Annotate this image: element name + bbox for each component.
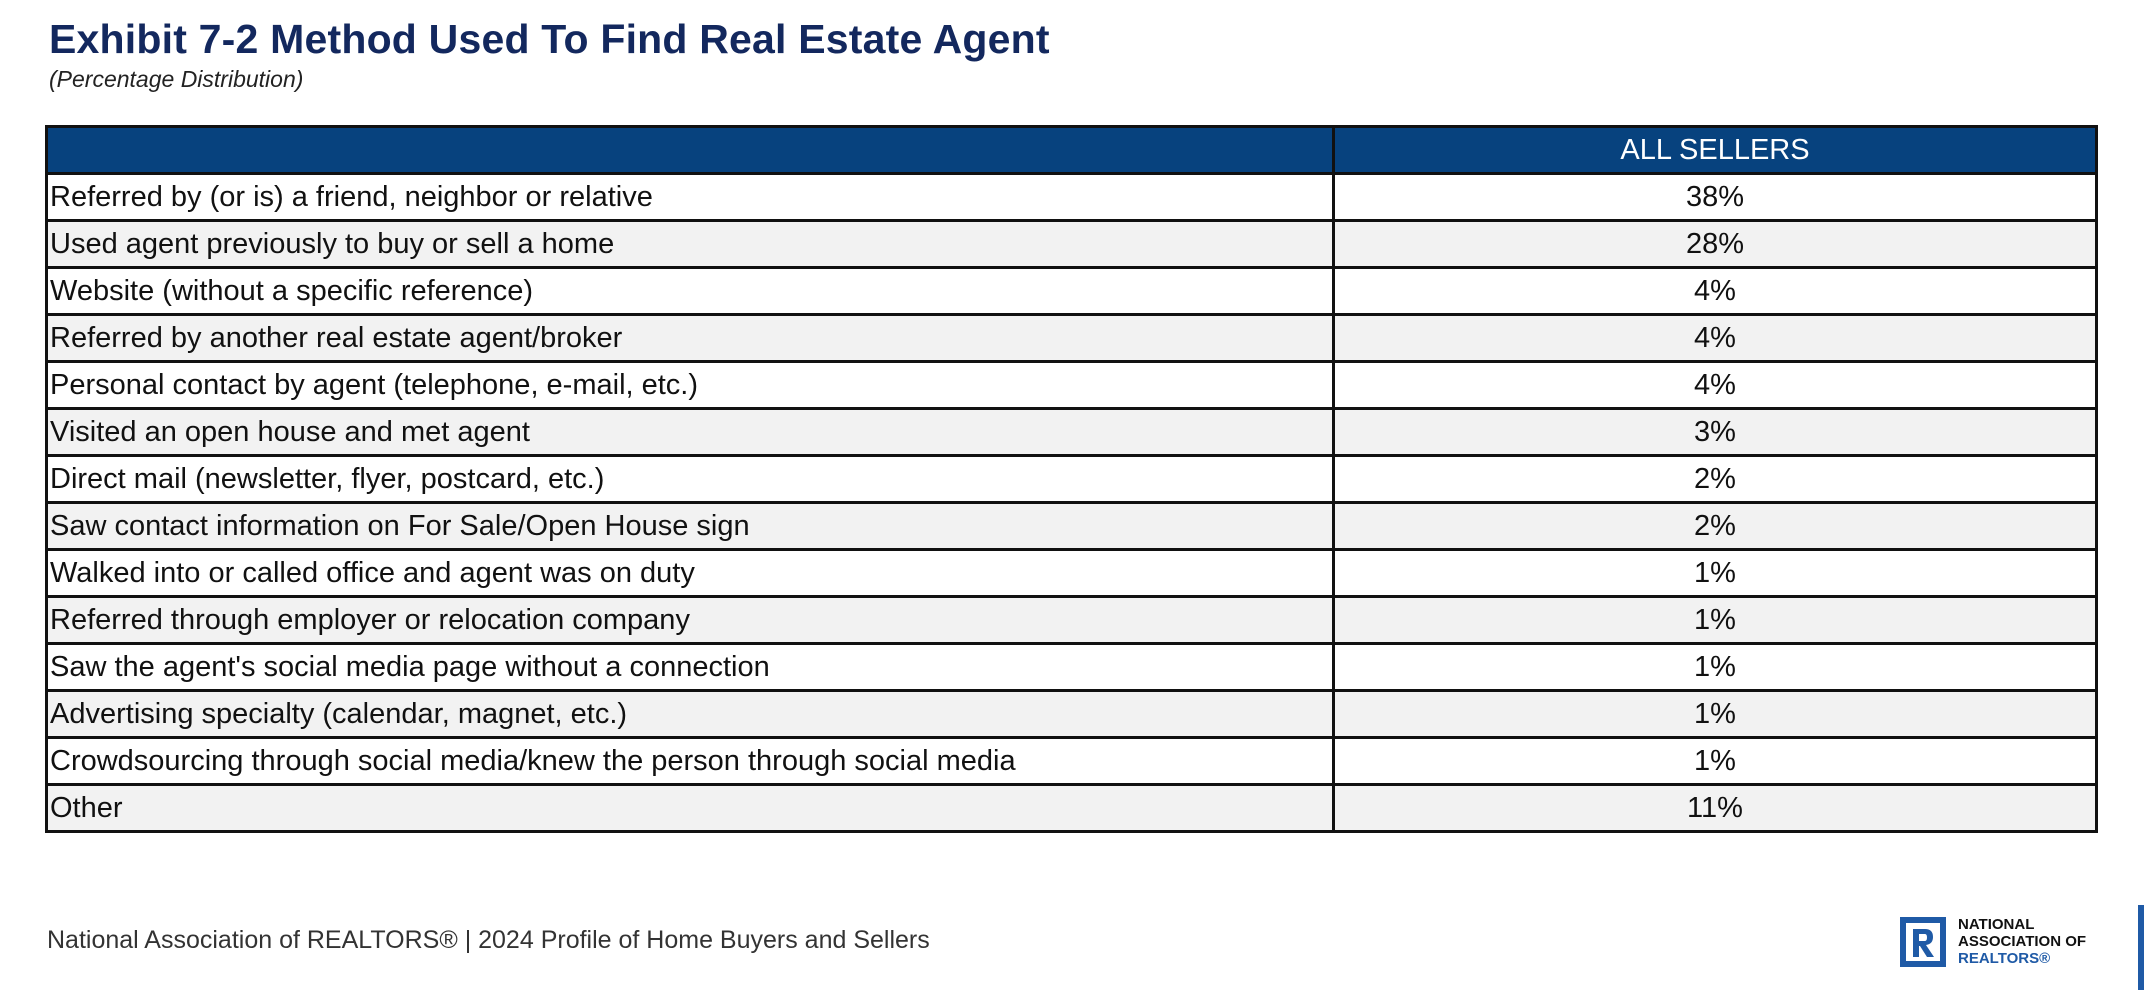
- logo-text-line3: REALTORS®: [1958, 950, 2051, 967]
- row-value: 38%: [1332, 172, 2098, 222]
- row-label: Saw contact information on For Sale/Open…: [45, 501, 1335, 551]
- table-row: Referred through employer or relocation …: [45, 595, 2098, 645]
- logo-text-line1: NATIONAL: [1958, 916, 2035, 933]
- table-row: Saw contact information on For Sale/Open…: [45, 501, 2098, 551]
- row-value: 2%: [1332, 501, 2098, 551]
- row-value: 1%: [1332, 689, 2098, 739]
- table-row: Walked into or called office and agent w…: [45, 548, 2098, 598]
- row-label: Referred through employer or relocation …: [45, 595, 1335, 645]
- row-value: 2%: [1332, 454, 2098, 504]
- table-row: Direct mail (newsletter, flyer, postcard…: [45, 454, 2098, 504]
- row-value: 1%: [1332, 736, 2098, 786]
- header-cell-method: [45, 125, 1335, 175]
- row-value: 1%: [1332, 595, 2098, 645]
- row-label: Visited an open house and met agent: [45, 407, 1335, 457]
- row-label: Other: [45, 783, 1335, 833]
- row-label: Used agent previously to buy or sell a h…: [45, 219, 1335, 269]
- table-row: Crowdsourcing through social media/knew …: [45, 736, 2098, 786]
- page-title: Exhibit 7-2 Method Used To Find Real Est…: [49, 16, 1050, 62]
- row-value: 1%: [1332, 548, 2098, 598]
- row-label: Direct mail (newsletter, flyer, postcard…: [45, 454, 1335, 504]
- table-header-row: ALL SELLERS: [45, 125, 2098, 175]
- table-row: Advertising specialty (calendar, magnet,…: [45, 689, 2098, 739]
- row-label: Referred by (or is) a friend, neighbor o…: [45, 172, 1335, 222]
- table-row: Other 11%: [45, 783, 2098, 833]
- row-value: 1%: [1332, 642, 2098, 692]
- table-row: Used agent previously to buy or sell a h…: [45, 219, 2098, 269]
- row-label: Website (without a specific reference): [45, 266, 1335, 316]
- row-value: 3%: [1332, 407, 2098, 457]
- footer-source: National Association of REALTORS® | 2024…: [47, 926, 930, 954]
- row-value: 4%: [1332, 313, 2098, 363]
- edge-accent-bar: [2138, 905, 2144, 990]
- row-value: 4%: [1332, 266, 2098, 316]
- table-row: Referred by another real estate agent/br…: [45, 313, 2098, 363]
- row-label: Crowdsourcing through social media/knew …: [45, 736, 1335, 786]
- row-value: 11%: [1332, 783, 2098, 833]
- row-value: 28%: [1332, 219, 2098, 269]
- header-cell-all-sellers: ALL SELLERS: [1332, 125, 2098, 175]
- page-subtitle: (Percentage Distribution): [49, 66, 304, 92]
- row-label: Advertising specialty (calendar, magnet,…: [45, 689, 1335, 739]
- row-value: 4%: [1332, 360, 2098, 410]
- nar-logo: NATIONAL ASSOCIATION OF REALTORS®: [1900, 914, 2120, 970]
- table-row: Visited an open house and met agent 3%: [45, 407, 2098, 457]
- realtor-r-logo-icon: [1900, 917, 1946, 967]
- table-row: Website (without a specific reference) 4…: [45, 266, 2098, 316]
- row-label: Referred by another real estate agent/br…: [45, 313, 1335, 363]
- logo-text-line2: ASSOCIATION OF: [1958, 933, 2087, 950]
- row-label: Personal contact by agent (telephone, e-…: [45, 360, 1335, 410]
- data-table: ALL SELLERS Referred by (or is) a friend…: [45, 125, 2098, 833]
- table-row: Saw the agent's social media page withou…: [45, 642, 2098, 692]
- row-label: Saw the agent's social media page withou…: [45, 642, 1335, 692]
- table-row: Referred by (or is) a friend, neighbor o…: [45, 172, 2098, 222]
- table-row: Personal contact by agent (telephone, e-…: [45, 360, 2098, 410]
- row-label: Walked into or called office and agent w…: [45, 548, 1335, 598]
